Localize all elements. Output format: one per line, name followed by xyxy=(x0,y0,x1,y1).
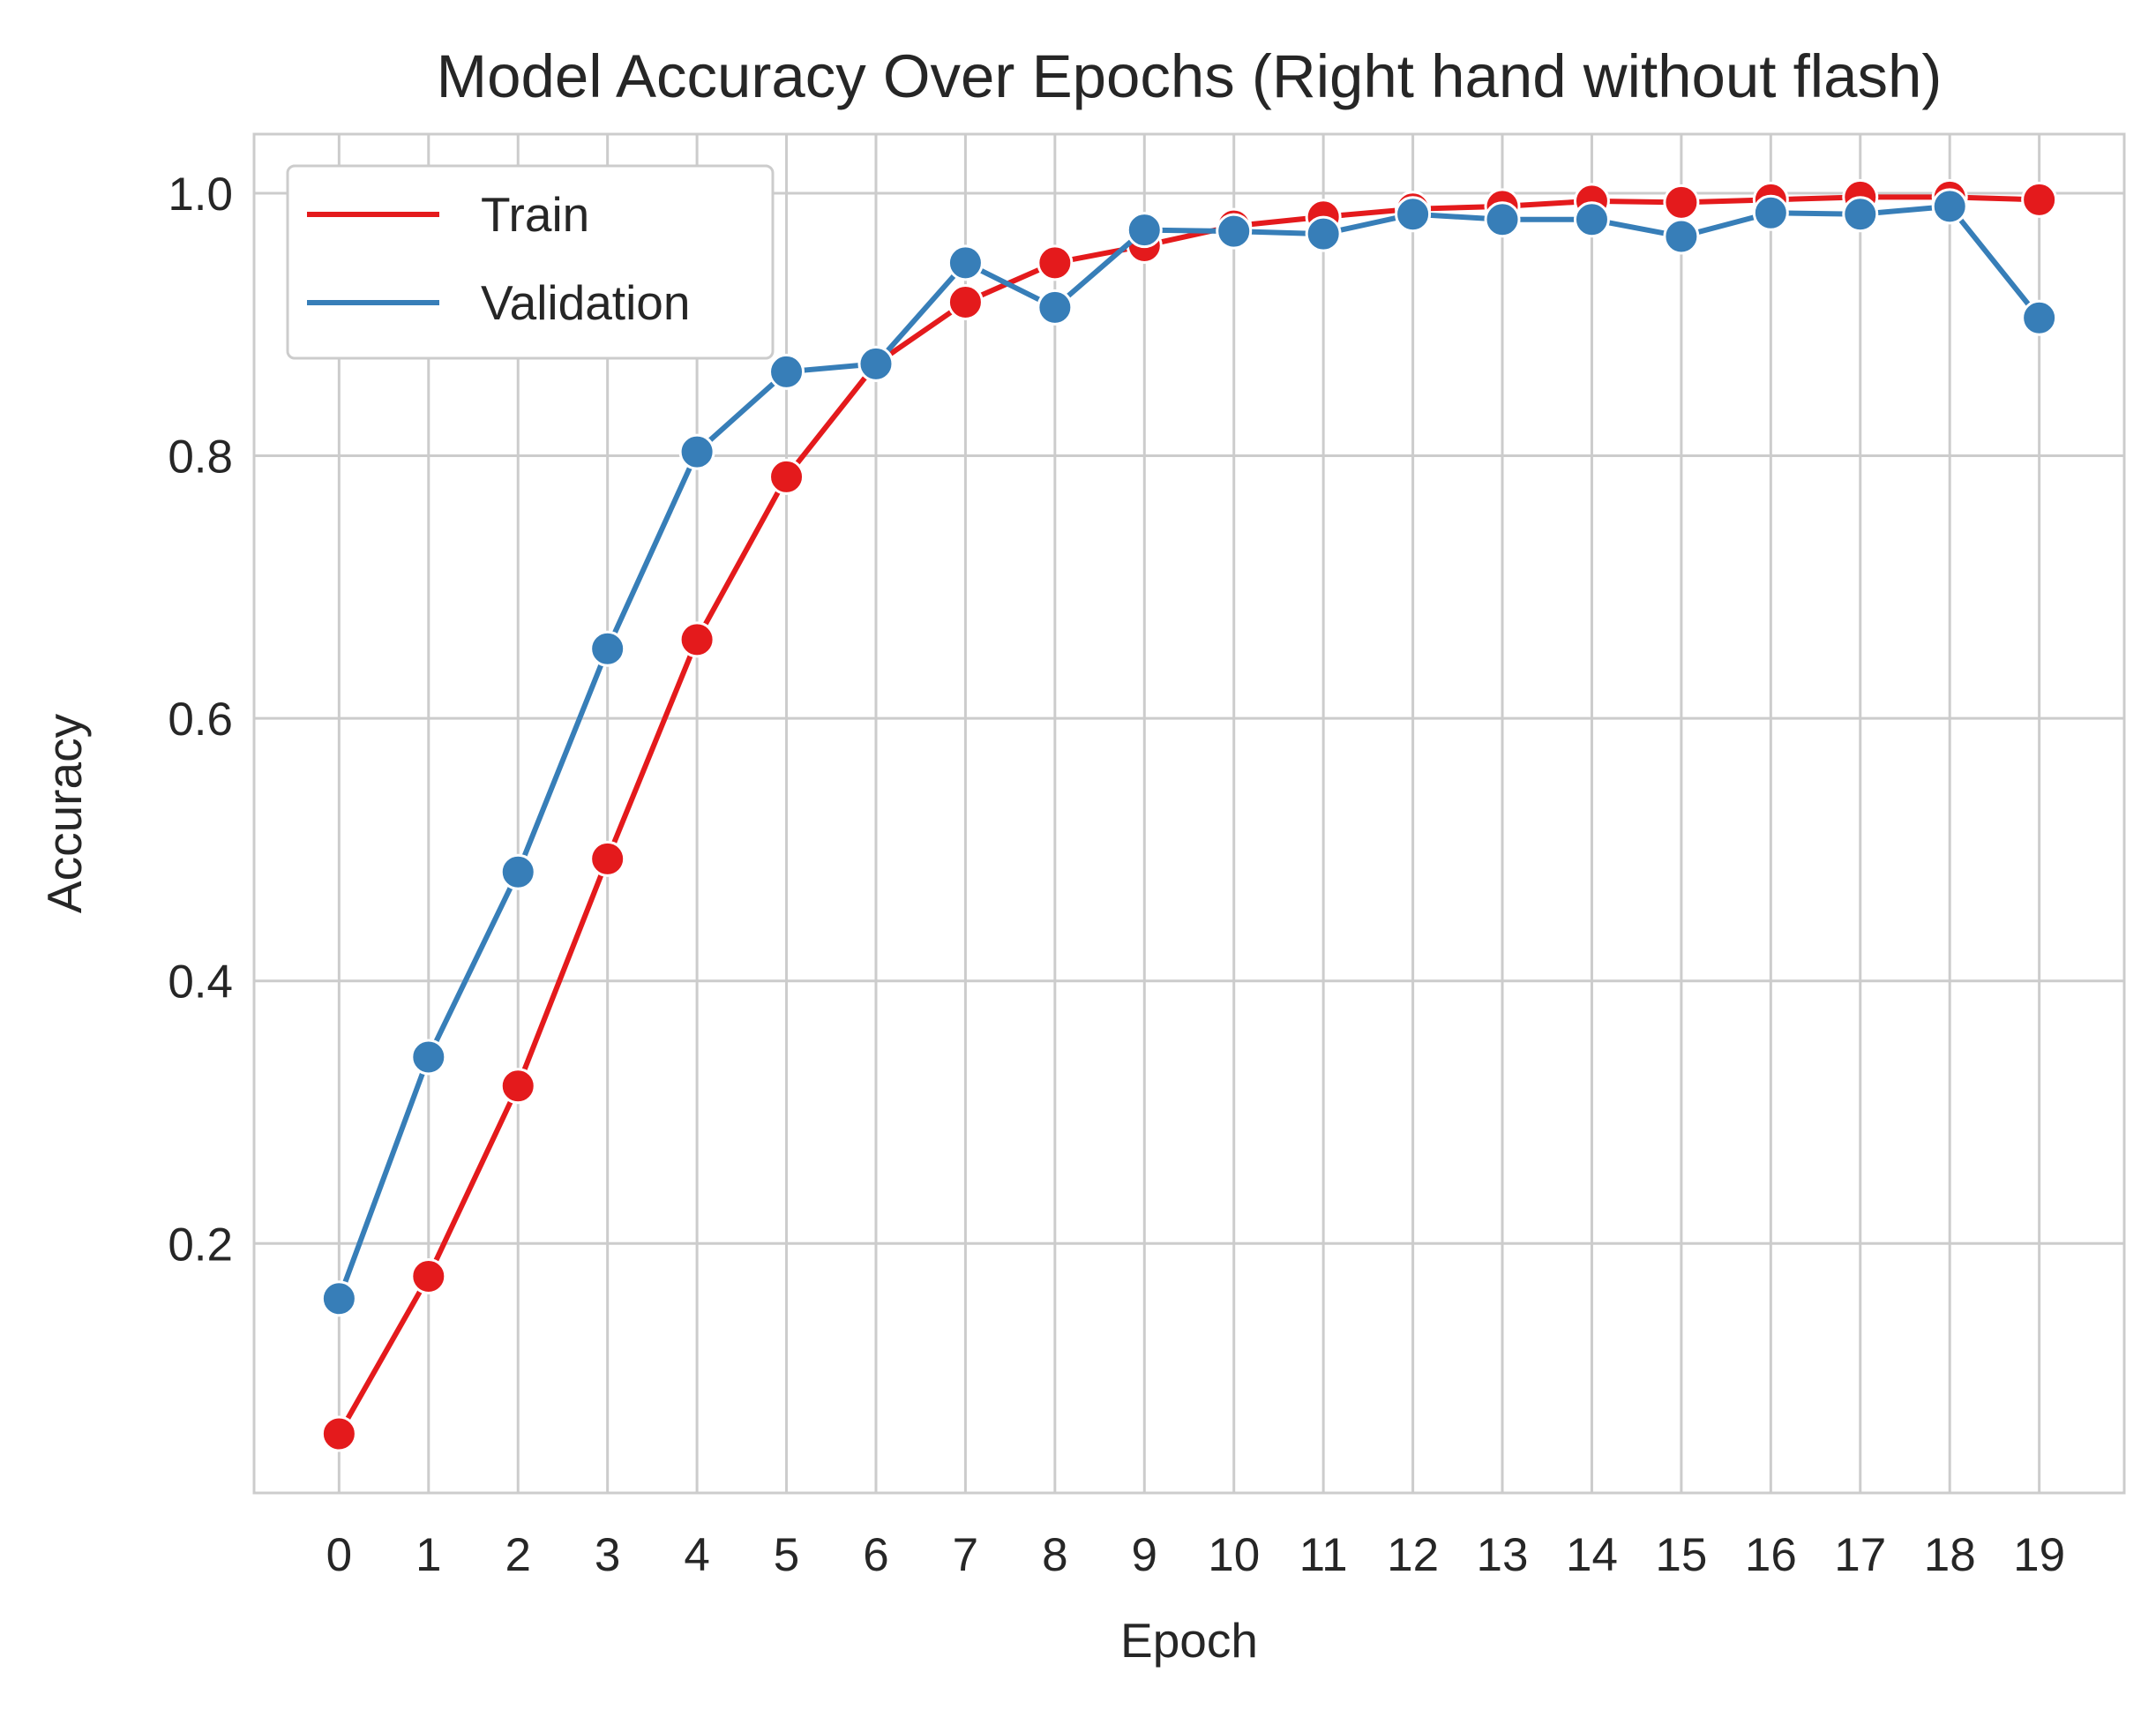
series-group xyxy=(320,178,2058,1452)
x-tick-label: 19 xyxy=(2013,1529,2065,1581)
data-point-train xyxy=(1663,184,1700,221)
x-tick-label: 12 xyxy=(1387,1529,1439,1581)
x-tick-label: 15 xyxy=(1655,1529,1707,1581)
data-point-validation xyxy=(2021,299,2058,336)
data-point-train xyxy=(589,840,626,877)
data-point-validation xyxy=(857,345,895,382)
x-tick-label: 2 xyxy=(505,1529,530,1581)
x-tick-label: 4 xyxy=(684,1529,709,1581)
data-point-validation xyxy=(320,1280,357,1317)
x-tick-label: 17 xyxy=(1834,1529,1886,1581)
legend-label-train: Train xyxy=(481,187,589,242)
data-point-validation xyxy=(1931,188,1968,225)
y-axis-label: Accuracy xyxy=(37,713,92,913)
x-tick-label: 5 xyxy=(774,1529,799,1581)
data-point-validation xyxy=(768,353,805,390)
y-tick-label: 0.8 xyxy=(168,431,233,484)
data-point-validation xyxy=(499,853,536,890)
x-tick-label: 10 xyxy=(1208,1529,1260,1581)
data-point-train xyxy=(678,621,715,658)
data-point-validation xyxy=(1752,194,1789,231)
x-tick-label: 16 xyxy=(1745,1529,1797,1581)
data-point-validation xyxy=(1573,201,1610,238)
data-point-validation xyxy=(1216,213,1253,250)
data-point-validation xyxy=(410,1039,447,1076)
data-point-train xyxy=(499,1068,536,1105)
grid-lines xyxy=(254,134,2124,1493)
x-tick-labels: 0 1 2 3 4 5 6 7 8 9 10 11 12 13 14 15 16 17 18 19 xyxy=(326,1529,2065,1581)
x-tick-label: 3 xyxy=(595,1529,620,1581)
x-tick-label: 0 xyxy=(326,1529,352,1581)
data-point-validation xyxy=(1663,218,1700,255)
chart-title: Model Accuracy Over Epochs (Right hand w… xyxy=(437,42,1943,110)
legend: Train Validation xyxy=(286,164,775,360)
data-point-train xyxy=(410,1257,447,1294)
data-point-validation xyxy=(1126,212,1163,249)
x-tick-label: 18 xyxy=(1924,1529,1976,1581)
data-point-validation xyxy=(1037,289,1074,326)
x-tick-label: 7 xyxy=(953,1529,978,1581)
data-point-train xyxy=(947,283,984,320)
data-point-validation xyxy=(589,630,626,667)
data-point-train xyxy=(1037,244,1074,281)
data-point-validation xyxy=(1395,196,1432,233)
x-tick-label: 8 xyxy=(1042,1529,1067,1581)
x-axis-label: Epoch xyxy=(1120,1613,1258,1668)
x-tick-label: 6 xyxy=(863,1529,888,1581)
x-tick-label: 11 xyxy=(1299,1529,1348,1581)
data-point-validation xyxy=(678,433,715,470)
y-tick-label: 0.6 xyxy=(168,694,233,746)
x-tick-label: 1 xyxy=(415,1529,441,1581)
data-point-validation xyxy=(1305,215,1342,252)
data-point-train xyxy=(2021,181,2058,218)
data-point-train xyxy=(768,458,805,495)
y-tick-label: 0.2 xyxy=(168,1219,233,1271)
data-point-validation xyxy=(947,244,984,281)
x-tick-label: 13 xyxy=(1477,1529,1529,1581)
data-point-validation xyxy=(1842,196,1879,233)
x-tick-label: 9 xyxy=(1132,1529,1157,1581)
plot-frame xyxy=(252,132,2126,1495)
data-point-validation xyxy=(1484,201,1521,238)
x-tick-label: 14 xyxy=(1566,1529,1618,1581)
legend-label-validation: Validation xyxy=(481,275,690,330)
y-tick-label: 1.0 xyxy=(168,169,233,221)
data-point-train xyxy=(320,1415,357,1452)
y-tick-label: 0.4 xyxy=(168,956,233,1009)
y-tick-labels: 0.2 0.4 0.6 0.8 1.0 xyxy=(168,169,233,1271)
